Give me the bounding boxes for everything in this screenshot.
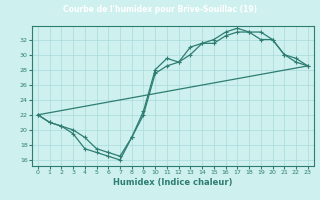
Text: Courbe de l'humidex pour Brive-Souillac (19): Courbe de l'humidex pour Brive-Souillac …	[63, 5, 257, 15]
X-axis label: Humidex (Indice chaleur): Humidex (Indice chaleur)	[113, 178, 233, 187]
